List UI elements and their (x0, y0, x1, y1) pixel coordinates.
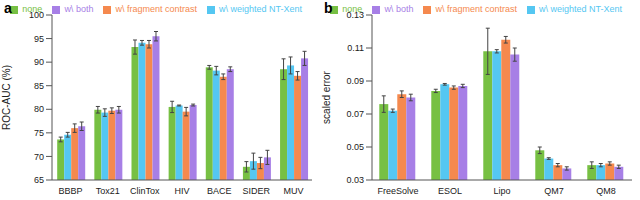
svg-text:SIDER: SIDER (243, 186, 271, 196)
svg-text:80: 80 (34, 104, 44, 114)
svg-text:100: 100 (29, 10, 44, 20)
svg-text:ClinTox: ClinTox (130, 186, 160, 196)
svg-text:0.09: 0.09 (346, 76, 364, 86)
svg-text:QM7: QM7 (544, 186, 564, 196)
svg-text:ESOL: ESOL (438, 186, 462, 196)
svg-text:ROC-AUC (%): ROC-AUC (%) (8, 65, 12, 130)
svg-text:0.07: 0.07 (346, 109, 364, 119)
svg-text:BBBP: BBBP (59, 186, 83, 196)
svg-text:MUV: MUV (283, 186, 303, 196)
svg-text:QM8: QM8 (596, 186, 616, 196)
svg-text:65: 65 (34, 175, 44, 185)
svg-text:85: 85 (34, 81, 44, 91)
svg-text:Tox21: Tox21 (96, 186, 120, 196)
svg-text:FreeSolve: FreeSolve (377, 186, 418, 196)
svg-text:0.03: 0.03 (346, 175, 364, 185)
svg-text:70: 70 (34, 152, 44, 162)
svg-text:HIV: HIV (174, 186, 189, 196)
svg-text:0.05: 0.05 (346, 142, 364, 152)
svg-text:0.13: 0.13 (346, 10, 364, 20)
svg-text:75: 75 (34, 128, 44, 138)
svg-text:0.11: 0.11 (347, 43, 364, 53)
svg-text:95: 95 (34, 34, 44, 44)
svg-text:BACE: BACE (207, 186, 232, 196)
svg-text:Lipo: Lipo (493, 186, 510, 196)
svg-text:scaled error: scaled error (321, 70, 332, 123)
svg-text:90: 90 (34, 57, 44, 67)
